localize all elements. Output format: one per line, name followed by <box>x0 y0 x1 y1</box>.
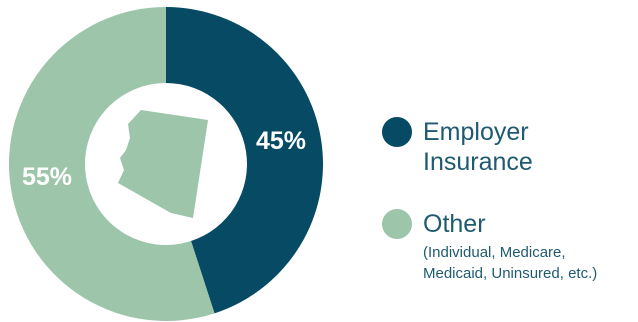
slice-label-employer-insurance: 45% <box>256 127 306 155</box>
pie-slice-other <box>9 7 215 321</box>
slice-label-other: 55% <box>22 163 72 191</box>
legend-note-other: (Individual, Medicare, Medicaid, Uninsur… <box>423 244 598 282</box>
legend-label-employer-insurance: Employer Insurance <box>423 118 533 176</box>
donut-slices <box>9 7 324 321</box>
pie-slice-employer-insurance <box>166 7 324 314</box>
legend-swatch-other <box>382 209 412 239</box>
arizona-state-icon <box>118 110 208 218</box>
legend-swatch-employer-insurance <box>382 117 412 147</box>
legend-label-other: Other <box>423 210 486 238</box>
